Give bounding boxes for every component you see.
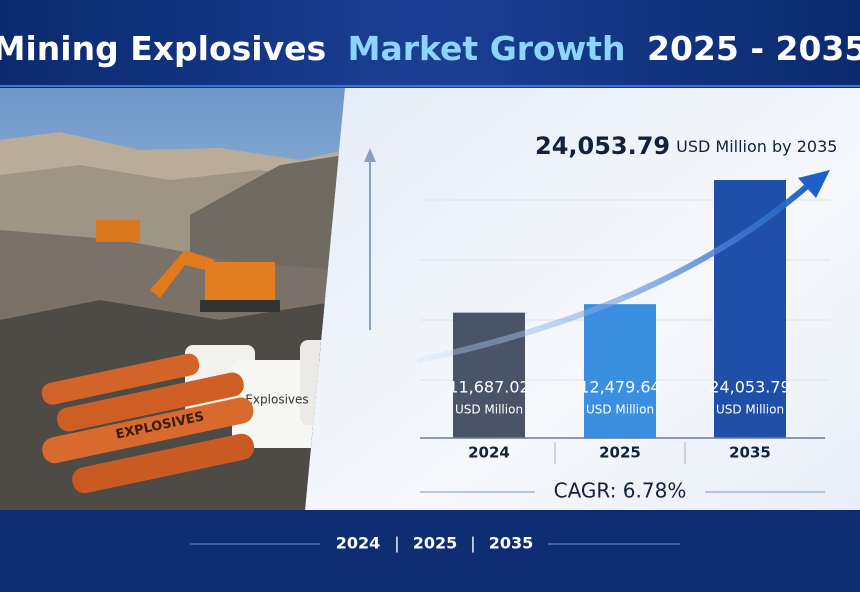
x-tick-label: 2025 — [599, 444, 641, 462]
excavator-tracks — [200, 300, 280, 312]
bar — [453, 312, 525, 438]
bag — [232, 360, 322, 448]
value-label: 24,053.79 — [709, 378, 790, 397]
excavator — [205, 262, 275, 302]
title-part: 2025 - 2035 — [647, 29, 860, 68]
pit-wall — [190, 155, 345, 280]
cagr-label: CAGR: 6.78% — [554, 479, 687, 503]
value-unit: USD Million — [455, 403, 523, 417]
footer-year: 2024 — [336, 534, 381, 553]
headline-value: 24,053.79 — [535, 132, 670, 160]
headline-text: USD Million by 2035 — [676, 137, 837, 156]
excavator-arm — [150, 250, 215, 298]
bar — [584, 304, 656, 438]
truck — [96, 220, 140, 242]
trend-arrow — [417, 179, 815, 363]
trend-arrow-head — [798, 170, 830, 198]
value-label: 11,687.02 — [448, 378, 529, 397]
footer-year: 2025 — [413, 534, 458, 553]
bag-label: Explosives — [245, 393, 308, 407]
footer-separator: | — [394, 534, 399, 553]
x-tick-label: 2024 — [468, 444, 510, 462]
title-part: Market Growth — [348, 29, 626, 68]
footer-band — [0, 510, 860, 592]
value-unit: USD Million — [716, 403, 784, 417]
mining-photo: Explosives EXPLOSIVES — [0, 88, 345, 510]
headline: 24,053.79 USD Million by 2035 — [535, 132, 837, 160]
footer-separator: | — [470, 534, 475, 553]
chart-title: Mining Explosives Market Growth 2025 - 2… — [0, 29, 860, 68]
stick — [41, 353, 200, 405]
footer-year: 2035 — [489, 534, 534, 553]
stick — [72, 433, 255, 494]
stick — [42, 397, 254, 464]
bar — [714, 180, 786, 438]
stick — [57, 372, 244, 432]
title-part: Mining Explosives — [0, 29, 326, 68]
x-tick-label: 2035 — [729, 444, 771, 462]
title-banner — [0, 0, 860, 88]
value-unit: USD Million — [586, 403, 654, 417]
value-label: 12,479.64 — [579, 378, 660, 397]
growth-axis-head — [364, 148, 376, 162]
